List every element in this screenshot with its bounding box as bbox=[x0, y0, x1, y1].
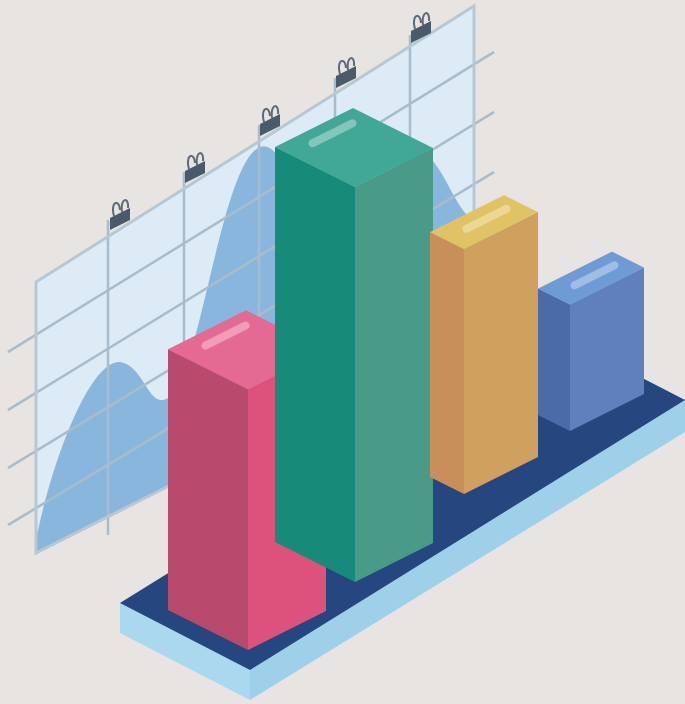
binder-clips bbox=[110, 12, 431, 230]
blue-bar-left-face bbox=[538, 288, 570, 431]
base-plate-side-right bbox=[250, 400, 685, 700]
blue-bar-top-face bbox=[538, 251, 644, 305]
green-bar-right-face bbox=[355, 148, 433, 582]
pink-bar-highlight bbox=[201, 321, 250, 350]
base-plate-side-front bbox=[120, 603, 250, 700]
yellow-bar-top-face bbox=[430, 195, 538, 250]
blue-bar-highlight bbox=[570, 261, 619, 290]
binder-clip-icon bbox=[185, 152, 205, 183]
binder-clip-icon bbox=[411, 12, 431, 43]
green-bar bbox=[275, 108, 433, 582]
binder-clip-icon bbox=[336, 57, 356, 88]
yellow-bar-highlight bbox=[462, 204, 511, 233]
binder-clip-icon bbox=[260, 105, 280, 136]
binder-clip-icon bbox=[110, 199, 130, 230]
yellow-bar bbox=[430, 195, 538, 494]
blue-bar-right-face bbox=[570, 267, 644, 431]
green-bar-top-face bbox=[275, 108, 433, 187]
green-bar-left-face bbox=[275, 147, 355, 582]
yellow-bar-left-face bbox=[430, 232, 464, 494]
green-bar-highlight bbox=[308, 119, 357, 148]
pink-bar-left-face bbox=[168, 349, 248, 650]
bars-group bbox=[168, 108, 644, 650]
yellow-bar-right-face bbox=[464, 212, 538, 494]
blue-bar bbox=[538, 251, 644, 431]
